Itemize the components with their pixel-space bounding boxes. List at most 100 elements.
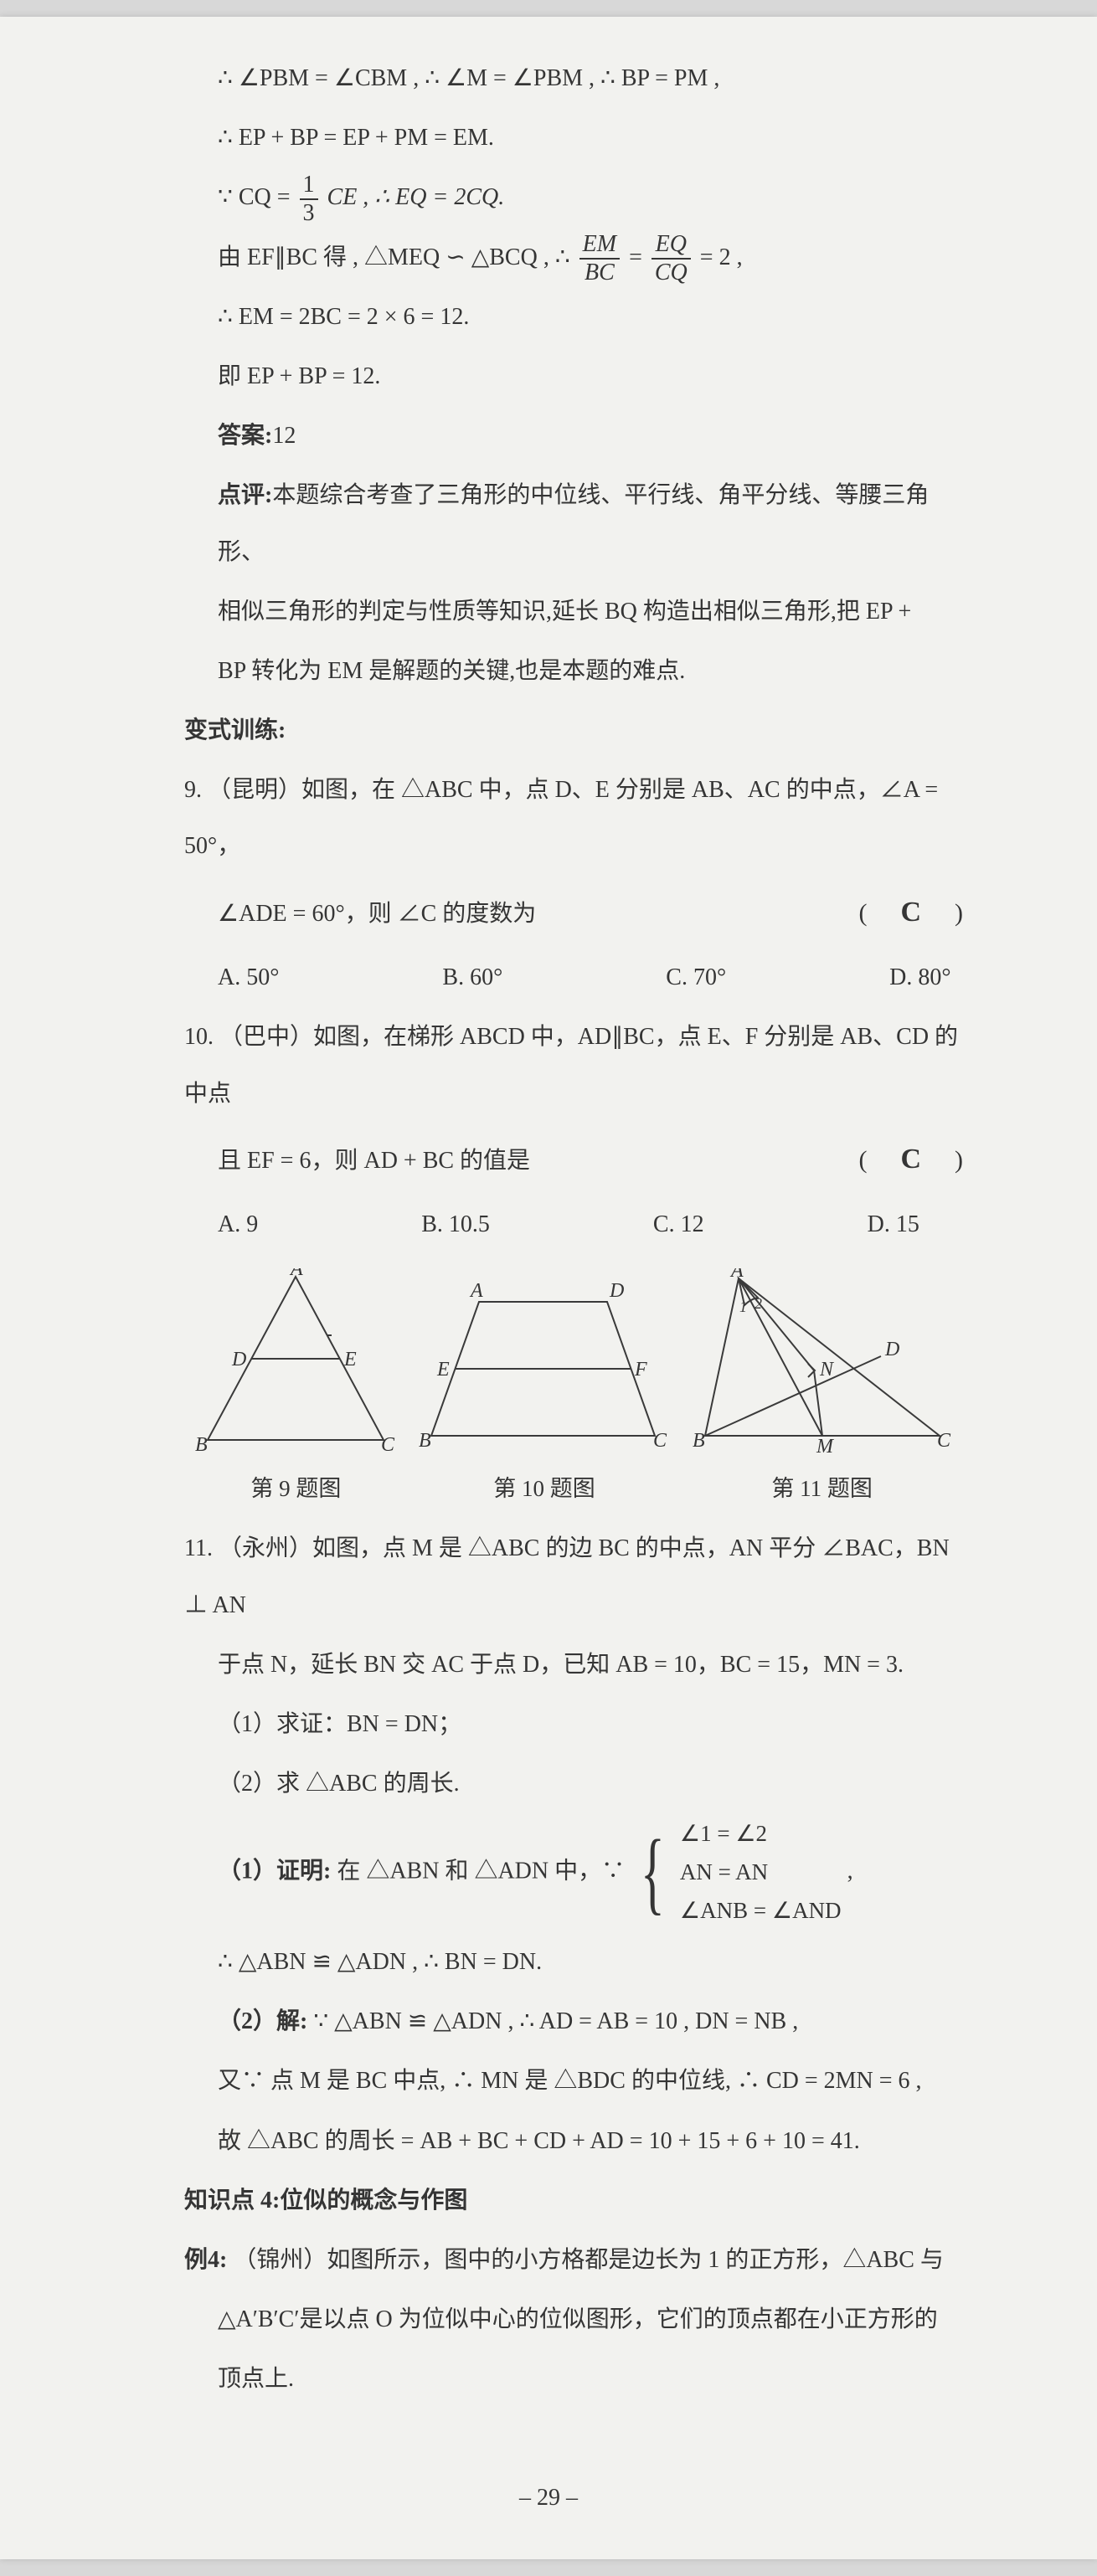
answer-line: 答案:12 xyxy=(184,408,963,464)
kp-title: 位似的概念与作图 xyxy=(280,2188,467,2214)
sol-label: （2）解: xyxy=(218,2008,307,2034)
opt-c: C. 12 xyxy=(653,1196,704,1252)
q11-part2: （2）求 △ABC 的周长. xyxy=(184,1756,963,1812)
svg-text:A: A xyxy=(289,1268,303,1280)
page: ∴ ∠PBM = ∠CBM , ∴ ∠M = ∠PBM , ∴ BP = PM … xyxy=(0,17,1097,2559)
figure-11-caption: 第 11 题图 xyxy=(693,1462,952,1516)
deriv-line-2: ∴ EP + BP = EP + PM = EM. xyxy=(184,110,963,166)
opt-a: A. 9 xyxy=(218,1196,258,1252)
svg-text:D: D xyxy=(609,1280,624,1302)
fraction: EQ CQ xyxy=(652,233,691,285)
svg-text:B: B xyxy=(195,1434,208,1456)
answer-value: 12 xyxy=(272,423,296,449)
figure-10-svg: A D B C E F xyxy=(419,1268,670,1457)
brace-row: ∠ANB = ∠AND xyxy=(680,1892,842,1931)
svg-text:F: F xyxy=(634,1359,647,1381)
q10-options: A. 9 B. 10.5 C. 12 D. 15 xyxy=(184,1196,963,1252)
q-num: 10. xyxy=(184,1024,214,1050)
proof-text: 在 △ABN 和 △ADN 中，∵ xyxy=(337,1859,631,1884)
deriv-line-4: 由 EF∥BC 得 , △MEQ ∽ △BCQ , ∴ EM BC = EQ C… xyxy=(184,229,963,285)
ex4-line2: △A′B′C′是以点 O 为位似中心的位似图形，它们的顶点都在小正方形的 xyxy=(184,2291,963,2347)
figure-11: A B C M D N 1 2 第 11 题图 xyxy=(693,1268,952,1516)
brace-icon: { xyxy=(641,1833,665,1912)
figures-row: A B C D E 第 9 题图 A D B C xyxy=(184,1268,963,1516)
knowledge-point-4: 知识点 4:位似的概念与作图 xyxy=(184,2172,963,2229)
q11-line2: 于点 N，延长 BN 交 AC 于点 D，已知 AB = 10，BC = 15，… xyxy=(184,1637,963,1693)
q10-line2: 且 EF = 6，则 AD + BC 的值是 ( C ) xyxy=(184,1125,963,1194)
text: CE , ∴ EQ = 2CQ. xyxy=(327,184,505,210)
deriv-line-5: ∴ EM = 2BC = 2 × 6 = 12. xyxy=(184,289,963,345)
svg-text:E: E xyxy=(343,1349,357,1370)
text: 由 EF∥BC 得 , △MEQ ∽ △BCQ , ∴ xyxy=(218,244,576,270)
q-text: （巴中）如图，在梯形 ABCD 中，AD∥BC，点 E、F 分别是 AB、CD … xyxy=(184,1024,958,1106)
q11-sol-3: 故 △ABC 的周长 = AB + BC + CD + AD = 10 + 15… xyxy=(184,2113,963,2169)
answer-letter: C xyxy=(892,897,930,928)
opt-c: C. 70° xyxy=(666,949,726,1005)
q-num: 11. xyxy=(184,1535,213,1561)
svg-text:C: C xyxy=(653,1430,667,1452)
kp-label: 知识点 4: xyxy=(184,2188,280,2214)
q11-sol: （2）解: ∵ △ABN ≌ △ADN , ∴ AD = AB = 10 , D… xyxy=(184,1993,963,2049)
deriv-line-3: ∵ CQ = 1 3 CE , ∴ EQ = 2CQ. xyxy=(184,169,963,225)
comment-text: 本题综合考查了三角形的中位线、平行线、角平分线、等腰三角形、 xyxy=(218,482,929,564)
svg-text:D: D xyxy=(231,1349,246,1370)
sol-text: ∵ △ABN ≌ △ADN , ∴ AD = AB = 10 , DN = NB… xyxy=(313,2008,798,2034)
comment-line: 点评:本题综合考查了三角形的中位线、平行线、角平分线、等腰三角形、 xyxy=(184,467,963,579)
q-text: 且 EF = 6，则 AD + BC 的值是 xyxy=(218,1133,848,1189)
svg-text:E: E xyxy=(436,1359,450,1381)
figure-9: A B C D E 第 9 题图 xyxy=(195,1268,396,1516)
ex4-text: （锦州）如图所示，图中的小方格都是边长为 1 的正方形，△ABC 与 xyxy=(233,2247,944,2273)
svg-text:B: B xyxy=(419,1430,431,1452)
figure-10: A D B C E F 第 10 题图 xyxy=(419,1268,670,1516)
text: ∵ CQ = xyxy=(218,184,296,210)
svg-text:A: A xyxy=(729,1268,744,1282)
q-text: （昆明）如图，在 △ABC 中，点 D、E 分别是 AB、AC 的中点，∠A =… xyxy=(184,777,938,859)
svg-text:2: 2 xyxy=(755,1295,762,1312)
ex4-line1: 例4: （锦州）如图所示，图中的小方格都是边长为 1 的正方形，△ABC 与 xyxy=(184,2232,963,2288)
q11-sol-2: 又∵ 点 M 是 BC 中点, ∴ MN 是 △BDC 的中位线, ∴ CD =… xyxy=(184,2053,963,2109)
answer-label: 答案: xyxy=(218,423,272,449)
q9-line1: 9. （昆明）如图，在 △ABC 中，点 D、E 分别是 AB、AC 的中点，∠… xyxy=(184,762,963,874)
answer-blank: ( C ) xyxy=(858,1125,963,1194)
text: = xyxy=(629,244,648,270)
q-text: ∠ADE = 60°，则 ∠C 的度数为 xyxy=(218,886,848,942)
brace-row: ∠1 = ∠2 xyxy=(680,1815,842,1854)
text: = 2 , xyxy=(700,244,743,270)
answer-letter: C xyxy=(892,1144,930,1175)
figure-10-caption: 第 10 题图 xyxy=(419,1462,670,1516)
opt-a: A. 50° xyxy=(218,949,279,1005)
svg-text:C: C xyxy=(937,1430,951,1452)
comment-line: BP 转化为 EM 是解题的关键,也是本题的难点. xyxy=(184,643,963,699)
opt-b: B. 60° xyxy=(442,949,502,1005)
svg-text:D: D xyxy=(884,1339,899,1360)
q-text: （永州）如图，点 M 是 △ABC 的边 BC 的中点，AN 平分 ∠BAC，B… xyxy=(184,1535,950,1617)
q9-options: A. 50° B. 60° C. 70° D. 80° xyxy=(184,949,963,1005)
svg-text:N: N xyxy=(819,1359,835,1381)
opt-d: D. 80° xyxy=(889,949,950,1005)
svg-text:A: A xyxy=(469,1280,483,1302)
q11-line1: 11. （永州）如图，点 M 是 △ABC 的边 BC 的中点，AN 平分 ∠B… xyxy=(184,1520,963,1632)
q-num: 9. xyxy=(184,777,202,803)
brace-row: AN = AN xyxy=(680,1854,842,1892)
variant-label: 变式训练: xyxy=(184,702,963,758)
svg-text:C: C xyxy=(381,1434,395,1456)
deriv-line-1: ∴ ∠PBM = ∠CBM , ∴ ∠M = ∠PBM , ∴ BP = PM … xyxy=(184,50,963,106)
proof-label: （1）证明: xyxy=(218,1859,331,1884)
q11-proof-concl: ∴ △ABN ≌ △ADN , ∴ BN = DN. xyxy=(184,1934,963,1990)
page-number: – 29 – xyxy=(0,2470,1097,2526)
opt-b: B. 10.5 xyxy=(421,1196,490,1252)
comment-line: 相似三角形的判定与性质等知识,延长 BQ 构造出相似三角形,把 EP + xyxy=(184,584,963,640)
brace-system: { ∠1 = ∠2 AN = AN ∠ANB = ∠AND xyxy=(631,1815,841,1931)
fraction: EM BC xyxy=(579,233,620,285)
figure-9-caption: 第 9 题图 xyxy=(195,1462,396,1516)
fraction: 1 3 xyxy=(300,173,318,225)
q9-line2: ∠ADE = 60°，则 ∠C 的度数为 ( C ) xyxy=(184,878,963,947)
q11-proof: （1）证明: 在 △ABN 和 △ADN 中，∵ { ∠1 = ∠2 AN = … xyxy=(184,1815,963,1931)
svg-text:1: 1 xyxy=(739,1298,747,1315)
q10-line1: 10. （巴中）如图，在梯形 ABCD 中，AD∥BC，点 E、F 分别是 AB… xyxy=(184,1009,963,1121)
q11-part1: （1）求证：BN = DN； xyxy=(184,1696,963,1752)
figure-11-svg: A B C M D N 1 2 xyxy=(693,1268,952,1457)
deriv-line-6: 即 EP + BP = 12. xyxy=(184,348,963,404)
ex4-label: 例4: xyxy=(184,2247,227,2273)
comment-label: 点评: xyxy=(218,482,272,508)
